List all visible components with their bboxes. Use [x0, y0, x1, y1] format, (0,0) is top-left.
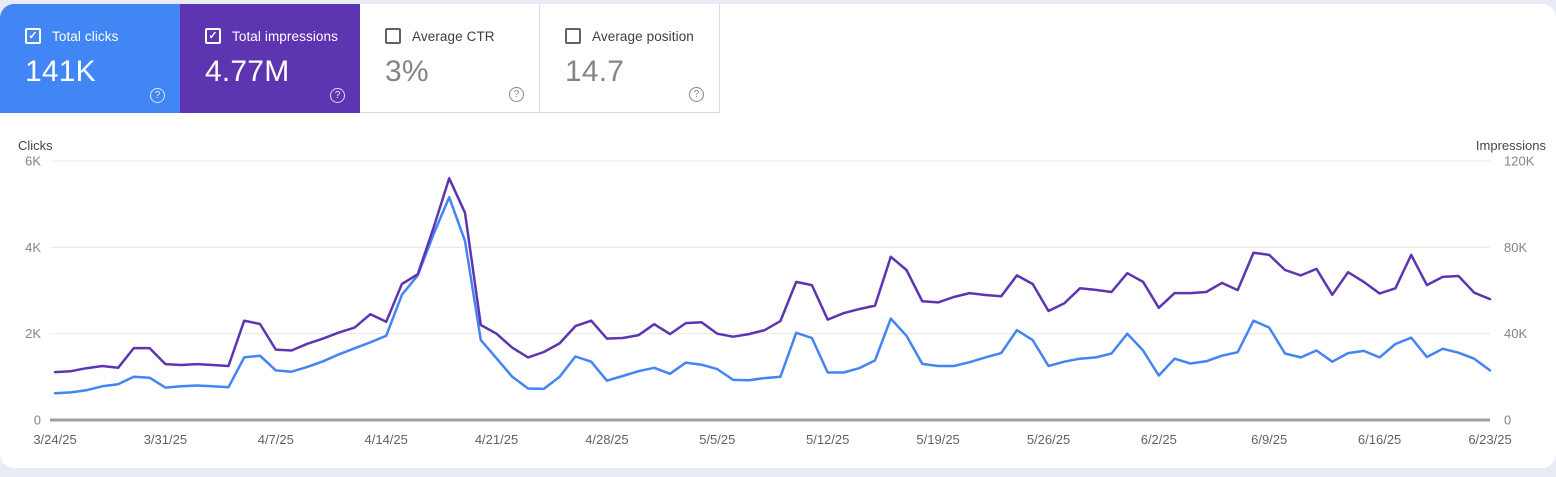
- svg-text:6K: 6K: [25, 154, 41, 169]
- svg-text:4/21/25: 4/21/25: [475, 432, 518, 447]
- average-position-value: 14.7: [565, 55, 625, 88]
- help-icon[interactable]: ?: [330, 88, 345, 103]
- series-clicks-line: [53, 196, 1492, 395]
- metric-card-header: ✓ Total impressions: [205, 28, 360, 44]
- metric-card-total-impressions[interactable]: ✓ Total impressions 4.77M ?: [180, 4, 360, 113]
- help-icon[interactable]: ?: [689, 87, 704, 102]
- svg-text:6/23/25: 6/23/25: [1468, 432, 1511, 447]
- performance-chart[interactable]: Clicks Impressions 6K 4K 2K 0 120K 80K 40K 0 3/2…: [0, 130, 1556, 468]
- svg-text:3/24/25: 3/24/25: [33, 432, 76, 447]
- svg-text:6/2/25: 6/2/25: [1141, 432, 1177, 447]
- svg-text:4K: 4K: [25, 240, 41, 255]
- svg-text:6/9/25: 6/9/25: [1251, 432, 1287, 447]
- average-position-checkbox[interactable]: [565, 28, 581, 44]
- total-clicks-checkbox[interactable]: ✓: [25, 28, 41, 44]
- performance-panel: ✓ Total clicks 141K ? ✓ Total impression…: [0, 4, 1556, 468]
- svg-text:80K: 80K: [1504, 240, 1527, 255]
- left-axis-title: Clicks: [18, 138, 53, 153]
- series-impressions-line: [53, 177, 1492, 374]
- average-position-label: Average position: [592, 28, 694, 44]
- total-impressions-checkbox[interactable]: ✓: [205, 28, 221, 44]
- metric-cards-row: ✓ Total clicks 141K ? ✓ Total impression…: [0, 4, 1556, 113]
- svg-text:120K: 120K: [1504, 154, 1535, 169]
- svg-text:5/26/25: 5/26/25: [1027, 432, 1070, 447]
- average-ctr-label: Average CTR: [412, 28, 495, 44]
- right-axis-title: Impressions: [1475, 138, 1546, 153]
- svg-text:5/5/25: 5/5/25: [699, 432, 735, 447]
- svg-text:4/28/25: 4/28/25: [585, 432, 628, 447]
- metric-card-average-ctr[interactable]: Average CTR 3% ?: [360, 4, 540, 113]
- svg-text:4/7/25: 4/7/25: [258, 432, 294, 447]
- svg-text:6/16/25: 6/16/25: [1358, 432, 1401, 447]
- svg-text:3/31/25: 3/31/25: [144, 432, 187, 447]
- svg-text:0: 0: [34, 413, 41, 428]
- check-icon: ✓: [208, 29, 218, 42]
- total-clicks-label: Total clicks: [52, 28, 119, 44]
- total-clicks-value: 141K: [25, 55, 96, 88]
- total-impressions-value: 4.77M: [205, 55, 290, 88]
- check-icon: ✓: [28, 29, 38, 42]
- svg-text:4/14/25: 4/14/25: [365, 432, 408, 447]
- average-ctr-checkbox[interactable]: [385, 28, 401, 44]
- metric-card-average-position[interactable]: Average position 14.7 ?: [540, 4, 720, 113]
- chart-canvas[interactable]: 6K 4K 2K 0 120K 80K 40K 0 3/24/25 3/31/25 4/7/25 4/…: [0, 130, 1556, 468]
- svg-text:2K: 2K: [25, 326, 41, 341]
- average-ctr-value: 3%: [385, 55, 429, 88]
- metric-card-header: Average position: [565, 28, 719, 44]
- help-icon[interactable]: ?: [150, 88, 165, 103]
- total-impressions-label: Total impressions: [232, 28, 338, 44]
- metric-card-total-clicks[interactable]: ✓ Total clicks 141K ?: [0, 4, 180, 113]
- svg-text:0: 0: [1504, 413, 1511, 428]
- metric-card-header: Average CTR: [385, 28, 539, 44]
- metric-card-header: ✓ Total clicks: [25, 28, 180, 44]
- help-icon[interactable]: ?: [509, 87, 524, 102]
- svg-text:5/19/25: 5/19/25: [916, 432, 959, 447]
- svg-text:40K: 40K: [1504, 326, 1527, 341]
- svg-text:5/12/25: 5/12/25: [806, 432, 849, 447]
